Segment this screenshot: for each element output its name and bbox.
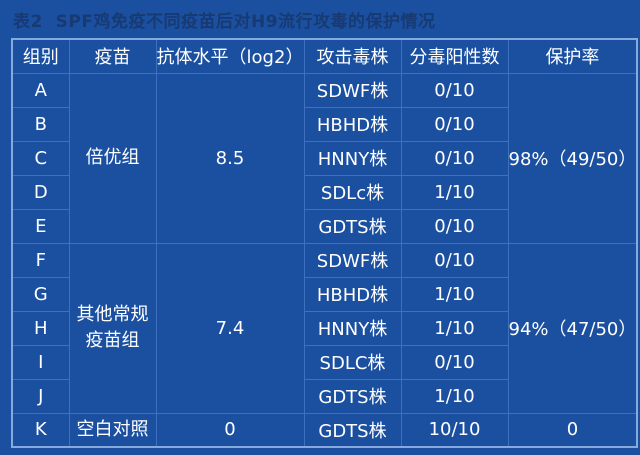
header-row: 组别 疫苗 抗体水平（log2） 攻击毒株 分毒阳性数 保护率 — [11, 38, 638, 74]
group-cell: J — [11, 378, 70, 414]
antibody-level-cell: 7.4 — [155, 242, 305, 414]
positive-count-cell: 10/10 — [400, 412, 509, 448]
column-header-3: 攻击毒株 — [303, 38, 402, 74]
column-header-1: 疫苗 — [68, 38, 157, 74]
positive-count-cell: 0/10 — [400, 344, 509, 380]
group-cell: E — [11, 208, 70, 244]
table-row-I: I SDLC株 0/10 — [11, 344, 637, 380]
protection-rate-cell: 0 — [507, 412, 638, 448]
group-cell: H — [11, 310, 70, 346]
vaccine-cell: 空白对照 — [68, 412, 157, 448]
group-cell: F — [11, 242, 70, 278]
antibody-level-cell: 0 — [155, 412, 305, 448]
table-row-J: J GDTS株 1/10 — [11, 378, 637, 414]
strain-cell: GDTS株 — [303, 378, 402, 414]
strain-cell: SDLC株 — [303, 344, 402, 380]
positive-count-cell: 1/10 — [400, 174, 509, 210]
table-row-D: D SDLc株 1/10 — [11, 174, 637, 210]
page-title: 表2 SPF鸡免疫不同疫苗后对H9流行攻毒的保护情况 — [13, 12, 436, 32]
group-cell: D — [11, 174, 70, 210]
table-row-A: A 倍优组 8.5 SDWF株 0/10 98%（49/50） — [11, 72, 638, 244]
table-row-K: K 空白对照 0 GDTS株 10/10 0 — [11, 412, 638, 448]
strain-cell: SDLc株 — [303, 174, 402, 210]
group-cell: G — [11, 276, 70, 312]
group-cell: C — [11, 140, 70, 176]
positive-count-cell: 0/10 — [400, 208, 509, 244]
strain-cell: HNNY株 — [303, 140, 402, 176]
protection-rate-cell: 94%（47/50） — [507, 242, 638, 414]
column-header-5: 保护率 — [507, 38, 638, 74]
column-header-0: 组别 — [11, 38, 70, 74]
group-cell: I — [11, 344, 70, 380]
group-cell: B — [11, 106, 70, 142]
column-header-2: 抗体水平（log2） — [155, 38, 305, 74]
vaccine-cell: 其他常规疫苗组 — [68, 242, 157, 414]
strain-cell: GDTS株 — [303, 412, 402, 448]
antibody-level-cell: 8.5 — [155, 72, 305, 244]
strain-cell: GDTS株 — [303, 208, 402, 244]
table-row-F: F 其他常规疫苗组 7.4 SDWF株 0/10 94%（47/50） — [11, 242, 638, 414]
positive-count-cell: 0/10 — [400, 242, 509, 278]
positive-count-cell: 1/10 — [400, 276, 509, 312]
positive-count-cell: 0/10 — [400, 140, 509, 176]
group-cell: A — [11, 72, 70, 108]
positive-count-cell: 0/10 — [400, 106, 509, 142]
column-header-4: 分毒阳性数 — [400, 38, 509, 74]
strain-cell: HBHD株 — [303, 106, 402, 142]
protection-table: 组别 疫苗 抗体水平（log2） 攻击毒株 分毒阳性数 保护率 A 倍优组 8.5 SDWF株 0… — [11, 38, 639, 448]
strain-cell: SDWF株 — [303, 242, 402, 278]
positive-count-cell: 0/10 — [400, 72, 509, 108]
strain-cell: HBHD株 — [303, 276, 402, 312]
table-row-C: C HNNY株 0/10 — [11, 140, 637, 176]
positive-count-cell: 1/10 — [400, 378, 509, 414]
positive-count-cell: 1/10 — [400, 310, 509, 346]
table-row-H: H HNNY株 1/10 — [11, 310, 637, 346]
strain-cell: SDWF株 — [303, 72, 402, 108]
table-body: A 倍优组 8.5 SDWF株 0/10 98%（49/50） B HBHD株 0/10 C HNN… — [11, 72, 638, 448]
vaccine-cell: 倍优组 — [68, 72, 157, 244]
table-header: 组别 疫苗 抗体水平（log2） 攻击毒株 分毒阳性数 保护率 — [11, 38, 638, 74]
table-row-E: E GDTS株 0/10 — [11, 208, 637, 244]
table-row-B: B HBHD株 0/10 — [11, 106, 637, 142]
strain-cell: HNNY株 — [303, 310, 402, 346]
group-cell: K — [11, 412, 70, 448]
protection-rate-cell: 98%（49/50） — [507, 72, 638, 244]
